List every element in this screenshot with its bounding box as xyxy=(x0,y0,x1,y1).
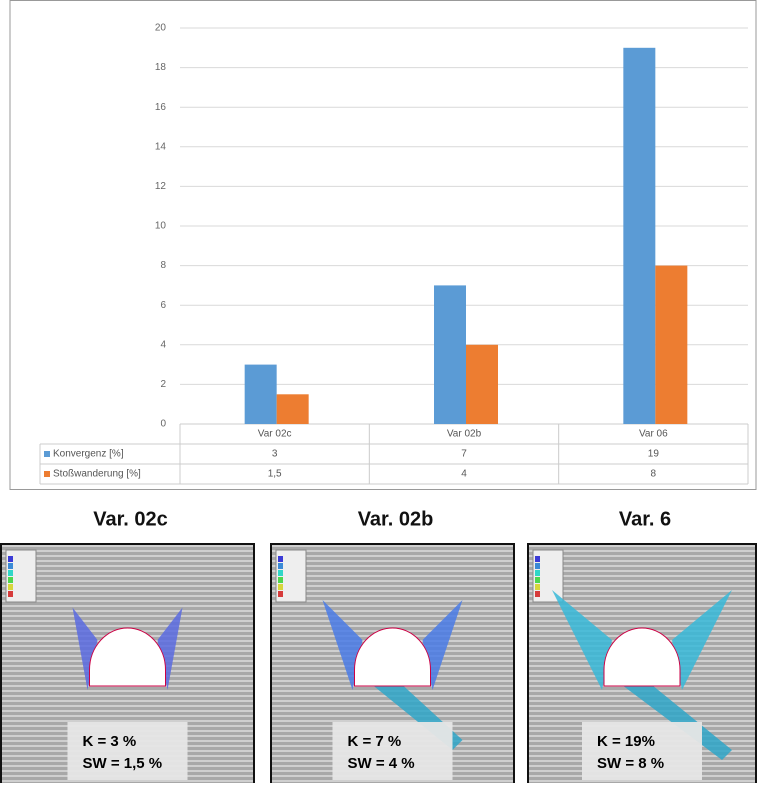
legend-color xyxy=(535,556,540,562)
y-tick-label: 20 xyxy=(155,23,167,34)
bar xyxy=(244,364,277,424)
panel-title: Var. 02c xyxy=(93,508,168,530)
legend-color xyxy=(8,584,13,590)
legend-label: Konvergenz [%] xyxy=(53,449,124,460)
y-tick-label: 18 xyxy=(155,62,167,73)
bar xyxy=(623,47,656,425)
legend-color xyxy=(535,591,540,597)
legend-color xyxy=(278,591,283,597)
legend-color xyxy=(8,591,13,597)
y-tick-label: 6 xyxy=(160,300,166,311)
legend-color xyxy=(8,563,13,569)
table-value: 1,5 xyxy=(268,469,282,480)
table-value: 7 xyxy=(461,449,467,460)
legend-color xyxy=(8,570,13,576)
table-value: 8 xyxy=(651,469,657,480)
tunnel xyxy=(603,627,681,687)
y-tick-label: 2 xyxy=(160,379,166,390)
legend-color xyxy=(535,570,540,576)
legend-swatch xyxy=(44,451,50,457)
bar xyxy=(466,344,498,424)
x-tick-label: Var 06 xyxy=(639,429,668,440)
table-value: 3 xyxy=(272,449,278,460)
legend-color xyxy=(278,563,283,569)
legend-color xyxy=(535,584,540,590)
y-tick-label: 8 xyxy=(160,260,166,271)
result-box xyxy=(582,722,702,780)
plastic-zone xyxy=(322,600,463,690)
legend-color xyxy=(535,563,540,569)
legend-color xyxy=(278,584,283,590)
legend-label: Stoßwanderung [%] xyxy=(53,469,141,480)
legend-color xyxy=(8,577,13,583)
bar xyxy=(276,394,309,424)
table-value: 19 xyxy=(648,449,660,460)
legend-color xyxy=(535,577,540,583)
legend-color xyxy=(8,556,13,562)
y-tick-label: 16 xyxy=(155,102,167,113)
result-k: K = 19% xyxy=(597,733,655,750)
x-tick-label: Var 02c xyxy=(258,429,292,440)
panel-title: Var. 6 xyxy=(619,508,671,530)
x-tick-label: Var 02b xyxy=(447,429,482,440)
legend-color xyxy=(278,577,283,583)
result-sw: SW = 4 % xyxy=(348,755,415,772)
simulation-image: K = 19% SW = 8 % xyxy=(527,543,757,785)
tunnel xyxy=(354,627,431,687)
panel-title: Var. 02b xyxy=(358,508,434,530)
result-box xyxy=(67,722,188,780)
y-tick-label: 0 xyxy=(160,419,166,430)
bar xyxy=(655,265,688,424)
simulation-image: K = 3 % SW = 1,5 % xyxy=(0,543,255,785)
legend-swatch xyxy=(44,471,50,477)
table-value: 4 xyxy=(461,469,467,480)
y-tick-label: 14 xyxy=(155,141,167,152)
y-tick-label: 12 xyxy=(155,181,167,192)
tunnel xyxy=(89,627,166,687)
result-k: K = 7 % xyxy=(348,733,402,750)
legend-color xyxy=(278,556,283,562)
result-sw: SW = 1,5 % xyxy=(83,755,163,772)
result-sw: SW = 8 % xyxy=(597,755,664,772)
bar xyxy=(434,285,466,424)
y-tick-label: 10 xyxy=(155,221,167,232)
legend-color xyxy=(278,570,283,576)
plastic-zone xyxy=(552,590,732,690)
y-tick-label: 4 xyxy=(160,339,166,350)
result-box xyxy=(332,722,453,780)
simulation-image: K = 7 % SW = 4 % xyxy=(270,543,515,785)
result-k: K = 3 % xyxy=(83,733,137,750)
